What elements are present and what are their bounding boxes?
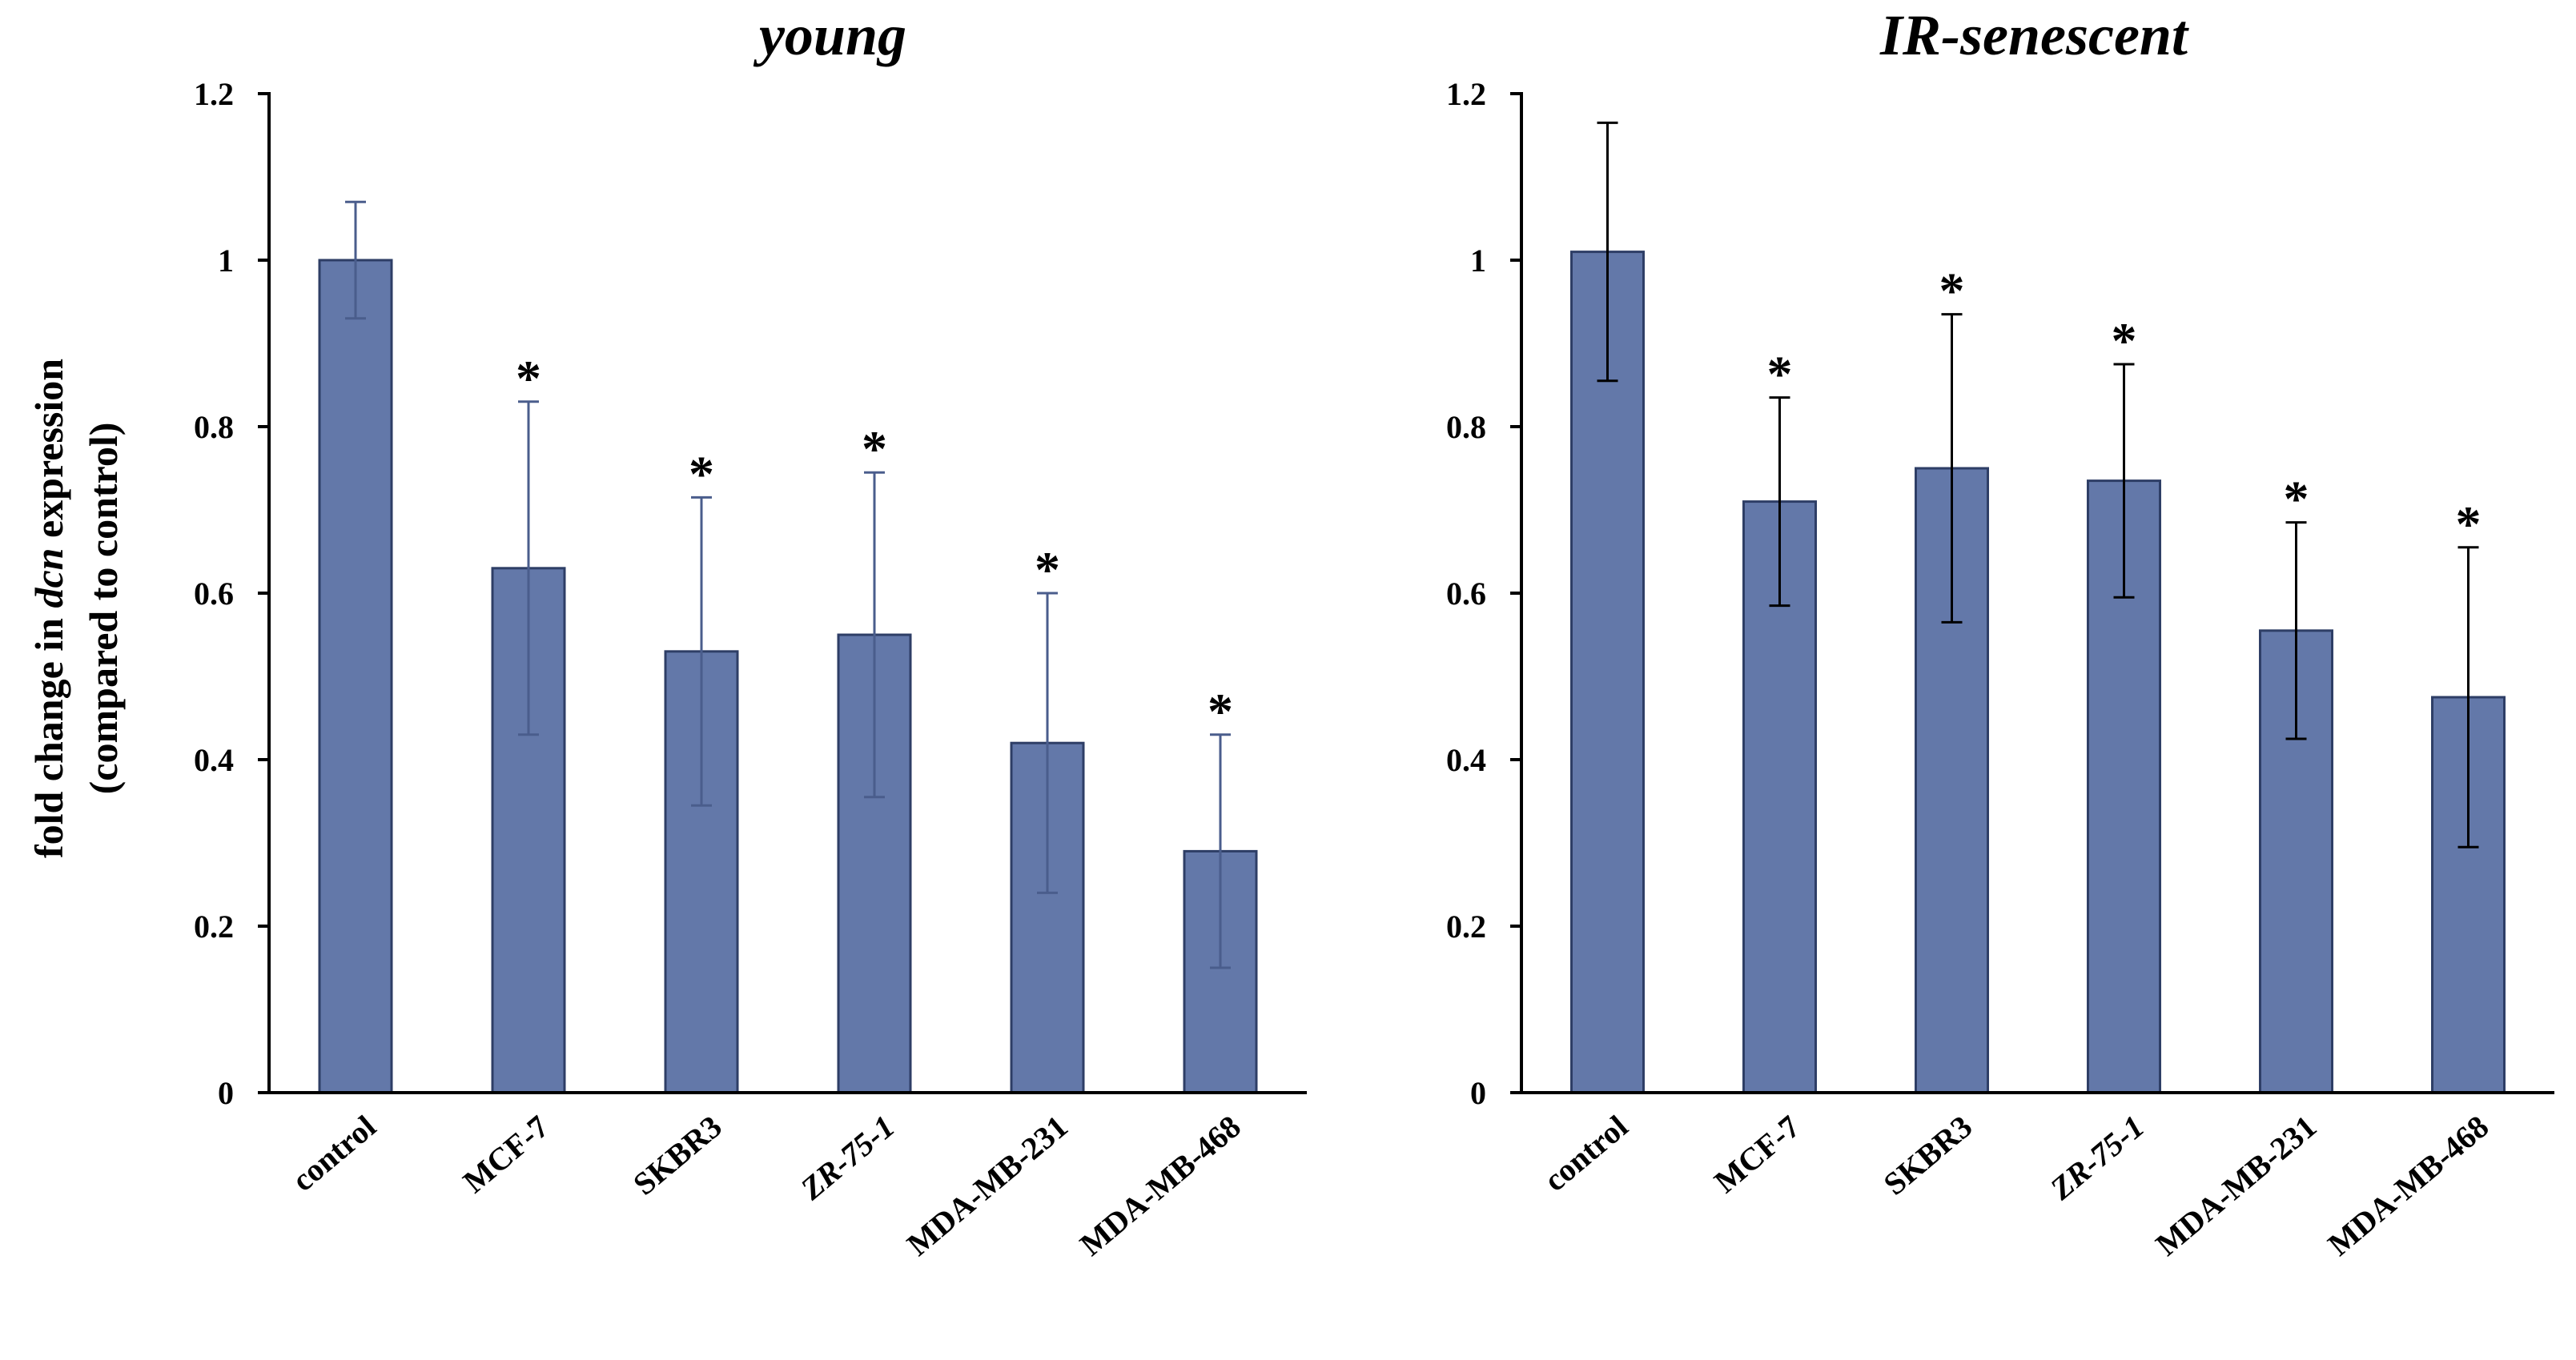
y-axis-label-line2: (compared to control): [81, 423, 126, 795]
category-label: ZR-75-1: [794, 1108, 902, 1207]
error-bar: [2285, 521, 2307, 740]
bar: [1570, 251, 1645, 1094]
significance-marker: *: [862, 420, 887, 477]
y-tick-label: 1: [218, 243, 234, 279]
y-tick-label: 0.6: [1446, 576, 1486, 612]
error-bar: [518, 400, 539, 736]
error-bar: [345, 200, 366, 320]
error-bar: [691, 495, 712, 807]
chart-title: young: [753, 3, 906, 67]
category-label: SKBR3: [1877, 1108, 1979, 1202]
error-bar: [864, 471, 885, 799]
y-tick-label: 0: [1470, 1075, 1486, 1111]
y-tick-label: 0.8: [194, 409, 234, 445]
y-tick-label: 0.4: [194, 742, 234, 778]
category-label: control: [1537, 1108, 1634, 1198]
significance-marker: *: [2112, 312, 2137, 369]
category-label: MDA-MB-468: [2321, 1108, 2495, 1262]
category-label: MCF-7: [1707, 1108, 1806, 1199]
significance-marker: *: [2284, 471, 2309, 528]
category-label: control: [285, 1108, 383, 1198]
y-tick-label: 0.2: [194, 909, 234, 945]
significance-marker: *: [2456, 495, 2482, 552]
error-bar: [2457, 546, 2479, 848]
significance-marker: *: [1035, 541, 1060, 598]
error-bar: [1941, 313, 1963, 624]
significance-marker: *: [1767, 346, 1793, 403]
chart-title: IR-senescent: [1879, 3, 2189, 67]
significance-marker: *: [1939, 263, 1965, 319]
category-label: MDA-MB-231: [900, 1108, 1075, 1262]
y-tick-label: 0.8: [1446, 409, 1486, 445]
y-tick-label: 0.6: [194, 576, 234, 612]
category-label: MDA-MB-468: [1073, 1108, 1248, 1262]
chart-panel-young: young 0 0.2 0.4 0.6 0.8 1 1.2 control * MCF-7 * SKBR…: [194, 3, 1307, 1262]
y-tick-label: 1: [1470, 243, 1486, 279]
significance-marker: *: [516, 350, 541, 407]
category-label: SKBR3: [626, 1108, 729, 1202]
y-tick-label: 0.4: [1446, 742, 1486, 778]
y-tick-label: 0: [218, 1075, 234, 1111]
error-bar: [1769, 396, 1790, 608]
chart-panel-ir-senescent: IR-senescent 0 0.2 0.4 0.6 0.8 1 1.2 control * MCF…: [1446, 3, 2554, 1262]
category-label: MCF-7: [456, 1108, 556, 1199]
y-axis-label: fold change in dcn expression: [26, 359, 71, 858]
error-bar: [2113, 363, 2135, 599]
significance-marker: *: [1208, 683, 1233, 740]
y-tick-label: 1.2: [1446, 76, 1486, 112]
y-tick-label: 1.2: [194, 76, 234, 112]
significance-marker: *: [689, 445, 714, 502]
error-bar: [1597, 121, 1618, 383]
category-label: ZR-75-1: [2043, 1108, 2151, 1207]
category-label: MDA-MB-231: [2148, 1108, 2323, 1262]
error-bar: [1210, 733, 1231, 969]
error-bar: [1037, 592, 1058, 894]
bar: [318, 259, 393, 1094]
y-tick-label: 0.2: [1446, 909, 1486, 945]
